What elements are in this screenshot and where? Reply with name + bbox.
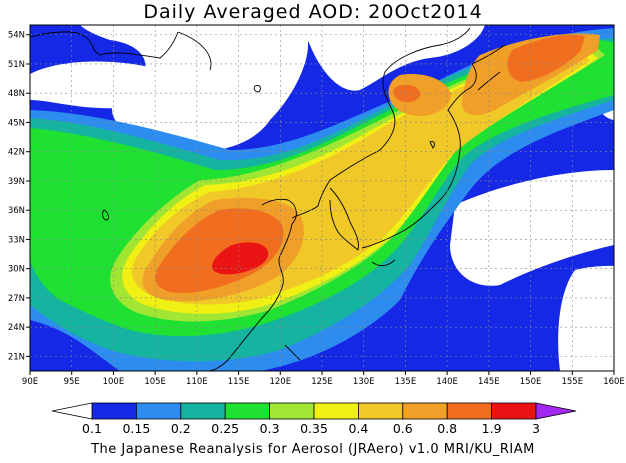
lon-tick-label: 155E (561, 377, 583, 387)
colorbar-label: 0.4 (348, 421, 368, 436)
lon-tick-label: 90E (22, 377, 38, 387)
lat-tick-label: 39N (8, 177, 25, 187)
longitude-labels: 90E 95E 100E 105E 110E 115E 120E 125E 130E 135E 14… (22, 371, 625, 387)
colorbar-label: 3 (532, 421, 540, 436)
lat-tick-label: 24N (8, 323, 25, 333)
lat-tick-label: 27N (8, 294, 25, 304)
colorbar-swatch (446, 402, 493, 420)
lon-tick-label: 145E (478, 377, 500, 387)
aod-level-10 (212, 242, 269, 275)
colorbar-high-arrow (535, 402, 577, 420)
colorbar-swatch (180, 402, 226, 420)
colorbar-label: 0.3 (260, 421, 280, 436)
lon-tick-label: 125E (311, 377, 333, 387)
colorbar-label: 0.25 (211, 421, 239, 436)
islands (102, 85, 435, 221)
aod-level-9 (155, 208, 284, 294)
aod-low-region (80, 25, 309, 152)
lon-tick-label: 120E (269, 377, 291, 387)
lat-tick-label: 45N (8, 118, 25, 128)
aod-field (30, 25, 614, 371)
lon-tick-label: 140E (436, 377, 458, 387)
lat-tick-label: 42N (8, 148, 25, 158)
aod-low-region (450, 170, 614, 286)
aod-level-9 (507, 34, 585, 82)
lat-tick-label: 54N (8, 31, 25, 41)
lon-tick-label: 110E (186, 377, 208, 387)
colorbar-swatch (269, 402, 315, 420)
colorbar-label: 0.35 (300, 421, 328, 436)
aod-low-region (300, 25, 485, 91)
footer-credit: The Japanese Reanalysis for Aerosol (JRA… (91, 442, 535, 457)
colorbar-swatch (91, 402, 137, 420)
colorbar-swatch (402, 402, 448, 420)
colorbar-label: 0.15 (122, 421, 150, 436)
colorbar-labels: 0.1 0.15 0.2 0.25 0.3 0.35 0.4 0.6 0.8 1.9 3 (82, 421, 540, 436)
colorbar-label: 0.8 (437, 421, 457, 436)
lat-tick-label: 51N (8, 60, 25, 70)
lat-tick-label: 33N (8, 235, 25, 245)
lat-tick-label: 48N (8, 89, 25, 99)
colorbar-swatch (357, 402, 404, 420)
aod-low-region (558, 265, 614, 371)
lon-tick-label: 95E (64, 377, 80, 387)
lat-tick-label: 36N (8, 206, 25, 216)
lon-tick-label: 150E (520, 377, 542, 387)
latitude-labels: 54N 51N 48N 45N 42N 39N 36N 33N 30N 27N 24N 21N (8, 31, 30, 362)
colorbar-swatch (135, 402, 182, 420)
colorbar-label: 0.6 (393, 421, 413, 436)
colorbar-swatch (491, 402, 537, 420)
colorbar-label: 0.2 (171, 421, 191, 436)
colorbar-swatch (313, 402, 359, 420)
colorbar (51, 402, 577, 420)
colorbar-label: 0.1 (82, 421, 102, 436)
colorbar-low-arrow (51, 402, 93, 420)
map-title: Daily Averaged AOD: 20Oct2014 (143, 1, 483, 23)
lon-tick-label: 135E (395, 377, 417, 387)
lat-tick-label: 21N (8, 352, 25, 362)
lon-tick-label: 115E (228, 377, 250, 387)
gridlines (30, 25, 614, 371)
colorbar-swatch (224, 402, 270, 420)
lon-tick-label: 160E (603, 377, 625, 387)
lon-tick-label: 130E (353, 377, 375, 387)
coastlines (30, 27, 506, 371)
colorbar-label: 1.9 (482, 421, 502, 436)
lon-tick-label: 100E (103, 377, 125, 387)
lon-tick-label: 105E (144, 377, 166, 387)
lat-tick-label: 30N (8, 265, 25, 275)
